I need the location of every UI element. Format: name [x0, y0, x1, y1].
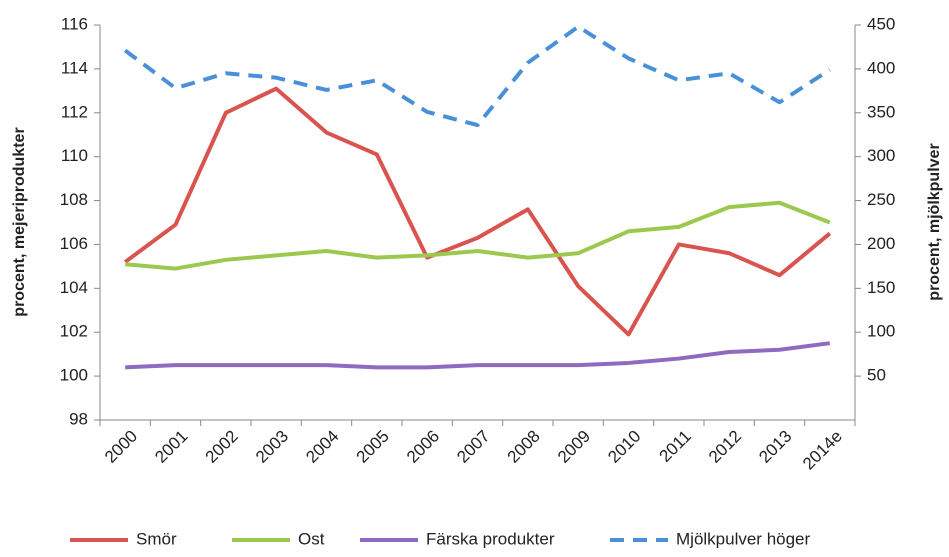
- y-tick-label: 108: [60, 190, 88, 209]
- x-tick-label: 2013: [755, 427, 795, 467]
- x-tick-label: 2011: [656, 427, 695, 466]
- y2-tick-label: 400: [867, 58, 895, 77]
- series-line: [125, 341, 831, 370]
- y-tick-label: 104: [60, 278, 88, 297]
- x-tick-label: 2005: [353, 427, 393, 467]
- x-tick-label: 2008: [504, 427, 544, 467]
- y-tick-label: 106: [60, 234, 88, 253]
- legend-label: Färska produkter: [426, 529, 555, 548]
- y2-tick-label: 50: [867, 366, 886, 385]
- x-tick-label: 2004: [302, 427, 342, 467]
- legend-label: Ost: [298, 529, 325, 548]
- y-tick-label: 114: [61, 58, 88, 77]
- y2-tick-label: 350: [867, 102, 895, 121]
- y-tick-label: 100: [60, 366, 88, 385]
- y-tick-label: 110: [61, 146, 88, 165]
- x-tick-label: 2014e: [799, 427, 846, 474]
- x-tick-label: 2001: [151, 427, 191, 467]
- x-tick-label: 2000: [101, 427, 141, 467]
- legend-label: Mjölkpulver höger: [676, 529, 811, 548]
- y2-axis-title: procent, mjölkpulver: [926, 143, 943, 300]
- y-tick-label: 116: [61, 14, 88, 33]
- y2-tick-label: 150: [867, 278, 895, 297]
- y2-tick-label: 200: [867, 234, 895, 253]
- y-tick-label: 98: [69, 409, 88, 428]
- y-tick-label: 112: [61, 102, 88, 121]
- x-tick-label: 2009: [554, 427, 594, 467]
- y-axis-title: procent, mejeriprodukter: [11, 127, 28, 316]
- x-tick-label: 2007: [453, 427, 493, 467]
- series-line: [123, 24, 831, 128]
- x-tick-label: 2010: [604, 427, 644, 467]
- x-tick-label: 2002: [202, 427, 242, 467]
- x-tick-label: 2012: [705, 427, 745, 467]
- series-line: [123, 86, 832, 337]
- x-tick-label: 2003: [252, 427, 292, 467]
- y2-tick-label: 100: [867, 322, 895, 341]
- y2-tick-label: 250: [867, 190, 895, 209]
- series-line: [124, 200, 831, 271]
- y2-tick-label: 300: [867, 146, 895, 165]
- x-tick-label: 2006: [403, 427, 443, 467]
- legend-label: Smör: [136, 529, 177, 548]
- y2-tick-label: 450: [867, 14, 895, 33]
- y-tick-label: 102: [60, 322, 88, 341]
